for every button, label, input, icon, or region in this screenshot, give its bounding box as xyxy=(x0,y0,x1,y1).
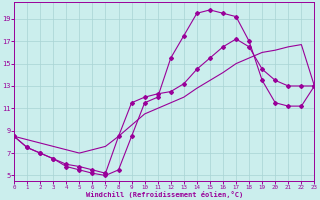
X-axis label: Windchill (Refroidissement éolien,°C): Windchill (Refroidissement éolien,°C) xyxy=(86,191,243,198)
